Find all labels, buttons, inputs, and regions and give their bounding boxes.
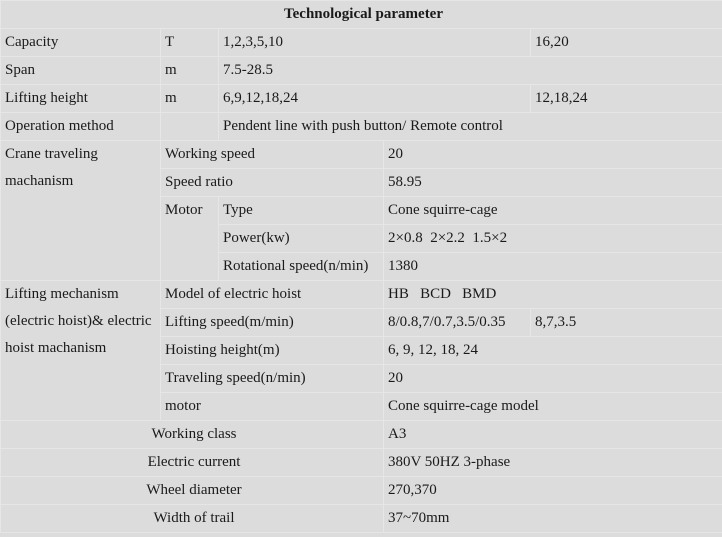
table-row-working-speed: Crane traveling machanism Working speed … [0,140,722,281]
table-row-wheel-diameter: Wheel diameter 270,370 [0,476,722,505]
table-row-electric-current: Electric current 380V 50HZ 3-phase [0,448,722,477]
group-label-crane-motor: Motor [160,196,219,281]
row-value-electric-current: 380V 50HZ 3-phase [382,448,722,477]
row-value-hoist-motor: Cone squirre-cage model [382,392,722,421]
row-value-model-of-electric-hoist: HB BCD BMD [382,280,722,309]
row-value-motor-power: 2×0.8 2×2.2 1.5×2 [382,224,722,253]
row-label-working-class: Working class [0,420,384,449]
table-row-hoist-motor: motor Cone squirre-cage model [1,392,722,421]
row-unit-span: m [160,56,219,85]
table-row-lifting-speed: Lifting speed(m/min) 8/0.8,7/0.7,3.5/0.3… [1,308,722,337]
row-value-motor-type: Cone squirre-cage [382,196,722,225]
table-row-working-class: Working class A3 [0,420,722,449]
row-value-working-class: A3 [382,420,722,449]
row-value-capacity-b: 16,20 [529,28,722,57]
table-title-row: Technological parameter [0,0,722,29]
row-value-lifting-speed-a: 8/0.8,7/0.7,3.5/0.35 [383,308,531,337]
row-label-working-speed: Working speed [160,140,384,169]
row-label-traveling-speed: Traveling speed(n/min) [160,364,384,393]
row-value-span: 7.5-28.5 [217,56,722,85]
row-value-wheel-diameter: 270,370 [382,476,722,505]
row-value-lifting-speed-b: 8,7,3.5 [529,308,722,337]
table-row-model-of-electric-hoist: Lifting mechanism (electric hoist)& elec… [0,280,722,421]
table-row-motor-type: Motor Type Cone squirre-cage [1,196,722,281]
row-value-capacity-a: 1,2,3,5,10 [218,28,531,57]
row-label-motor-type: Type [218,196,384,225]
row-label-operation-method: Operation method [0,112,161,141]
row-value-motor-rotational-speed: 1380 [382,252,722,281]
row-unit-lifting-height: m [160,84,219,113]
table-row-traveling-speed: Traveling speed(n/min) 20 [1,364,722,393]
row-label-hoisting-height: Hoisting height(m) [160,336,384,365]
row-value-lifting-height-a: 6,9,12,18,24 [218,84,531,113]
row-value-working-speed: 20 [382,140,722,169]
row-label-lifting-height: Lifting height [0,84,161,113]
group-label-crane-traveling-machanism: Crane traveling machanism [0,140,161,281]
table-row-operation-method: Operation method Pendent line with push … [0,112,722,141]
row-label-electric-current: Electric current [0,448,384,477]
row-unit-capacity: T [160,28,219,57]
group-label-lifting-mechanism: Lifting mechanism (electric hoist)& elec… [0,280,161,421]
table-row-capacity: Capacity T 1,2,3,5,10 16,20 [0,28,722,57]
row-label-hoist-motor: motor [160,392,384,421]
row-label-span: Span [0,56,161,85]
table-row-lifting-height: Lifting height m 6,9,12,18,24 12,18,24 [0,84,722,113]
row-label-lifting-speed: Lifting speed(m/min) [160,308,384,337]
page-title: Technological parameter [0,0,722,29]
table-row-speed-ratio: Speed ratio 58.95 [1,168,722,197]
row-value-traveling-speed: 20 [382,364,722,393]
row-unit-operation-method [160,112,219,141]
row-value-hoisting-height: 6, 9, 12, 18, 24 [382,336,722,365]
row-label-speed-ratio: Speed ratio [160,168,384,197]
row-value-speed-ratio: 58.95 [382,168,722,197]
row-label-wheel-diameter: Wheel diameter [0,476,384,505]
row-label-motor-power: Power(kw) [218,224,384,253]
row-value-operation-method: Pendent line with push button/ Remote co… [217,112,722,141]
table-row-width-of-trail: Width of trail 37~70mm [0,504,722,533]
row-label-model-of-electric-hoist: Model of electric hoist [160,280,384,309]
row-value-lifting-height-b: 12,18,24 [529,84,722,113]
row-label-capacity: Capacity [0,28,161,57]
row-value-width-of-trail: 37~70mm [382,504,722,533]
row-label-motor-rotational-speed: Rotational speed(n/min) [218,252,384,281]
table-row-span: Span m 7.5-28.5 [0,56,722,85]
table-row-motor-power: Power(kw) 2×0.8 2×2.2 1.5×2 [1,224,722,253]
row-label-width-of-trail: Width of trail [0,504,384,533]
